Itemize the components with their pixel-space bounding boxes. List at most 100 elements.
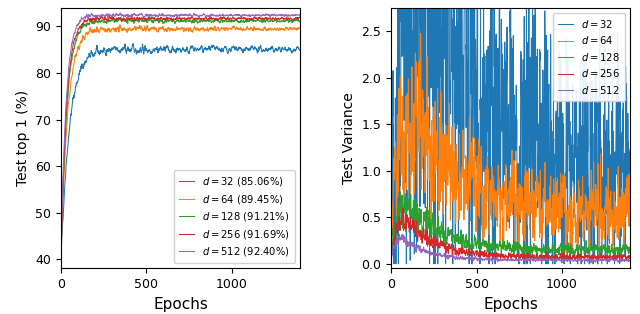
$d = 64$ (89.45%) — [183, 27, 191, 30]
$d = 128$ — [627, 250, 634, 253]
$d = 128$ (91.21%) — [296, 19, 304, 23]
$d = 256$ (91.69%) — [293, 16, 301, 20]
$d = 32$ — [387, 192, 395, 196]
X-axis label: Epochs: Epochs — [483, 297, 538, 312]
$d = 32$ (85.06%) — [293, 46, 301, 50]
$d = 128$ — [513, 247, 521, 251]
$d = 512$ (92.40%) — [168, 13, 175, 17]
Line: $d = 256$ (91.69%): $d = 256$ (91.69%) — [61, 16, 300, 257]
$d = 128$ (91.21%) — [140, 19, 147, 23]
$d = 512$ — [582, 258, 589, 262]
Line: $d = 128$ (91.21%): $d = 128$ (91.21%) — [61, 18, 300, 256]
$d = 64$ (89.45%) — [140, 28, 147, 32]
$d = 32$ — [627, 152, 634, 155]
$d = 512$ (92.40%) — [296, 14, 304, 17]
$d = 256$ (91.69%) — [115, 16, 123, 20]
$d = 128$ (91.21%) — [168, 19, 175, 23]
Legend: $d = 32$ (85.06%), $d = 64$ (89.45%), $d = 128$ (91.21%), $d = 256$ (91.69%), $d: $d = 32$ (85.06%), $d = 64$ (89.45%), $d… — [174, 171, 295, 263]
$d = 256$ (91.69%) — [182, 17, 190, 21]
$d = 64$ — [623, 211, 631, 215]
$d = 64$ — [513, 193, 521, 197]
Line: $d = 512$: $d = 512$ — [391, 234, 630, 263]
$d = 128$ (91.21%) — [115, 17, 123, 21]
$d = 128$ — [387, 248, 395, 252]
$d = 32$ (85.06%) — [57, 255, 65, 259]
$d = 32$ — [445, 133, 453, 136]
Line: $d = 128$: $d = 128$ — [391, 191, 630, 257]
$d = 512$ — [513, 258, 521, 262]
$d = 64$ — [387, 219, 395, 222]
Y-axis label: Test Variance: Test Variance — [342, 92, 356, 184]
$d = 64$ — [445, 101, 453, 105]
Line: $d = 32$ (85.06%): $d = 32$ (85.06%) — [61, 44, 300, 257]
$d = 64$ — [582, 193, 589, 197]
$d = 256$ — [582, 254, 589, 258]
$d = 512$ — [498, 258, 506, 262]
$d = 64$ (89.45%) — [57, 257, 65, 261]
Line: $d = 32$: $d = 32$ — [391, 0, 630, 264]
$d = 64$ — [627, 209, 634, 213]
Y-axis label: Test top 1 (%): Test top 1 (%) — [15, 90, 29, 186]
$d = 256$ (91.69%) — [189, 14, 196, 18]
$d = 512$ — [623, 259, 631, 263]
$d = 32$ (85.06%) — [252, 46, 259, 49]
$d = 512$ (92.40%) — [115, 13, 123, 17]
$d = 512$ (92.40%) — [252, 14, 259, 17]
Line: $d = 64$ (89.45%): $d = 64$ (89.45%) — [61, 25, 300, 259]
$d = 256$ (91.69%) — [252, 16, 259, 20]
$d = 128$ (91.21%) — [252, 19, 259, 23]
$d = 64$ — [470, 186, 477, 189]
$d = 512$ (92.40%) — [57, 253, 65, 257]
$d = 512$ — [588, 261, 595, 264]
$d = 64$ (89.45%) — [115, 30, 123, 34]
Line: $d = 64$: $d = 64$ — [391, 33, 630, 264]
$d = 128$ (91.21%) — [183, 19, 191, 23]
$d = 256$ — [627, 255, 634, 258]
$d = 256$ (91.69%) — [57, 255, 65, 258]
$d = 128$ — [623, 248, 631, 252]
$d = 256$ — [470, 251, 477, 255]
$d = 512$ (92.40%) — [140, 15, 147, 19]
$d = 256$ — [560, 259, 568, 263]
$d = 32$ — [623, 170, 631, 173]
$d = 64$ — [598, 262, 605, 266]
$d = 512$ — [387, 257, 395, 261]
$d = 128$ — [498, 243, 506, 247]
$d = 256$ — [623, 256, 631, 259]
$d = 512$ — [399, 232, 406, 236]
$d = 256$ — [399, 206, 407, 210]
$d = 64$ (89.45%) — [252, 28, 259, 32]
Line: $d = 256$: $d = 256$ — [391, 208, 630, 261]
$d = 64$ (89.45%) — [168, 27, 175, 31]
$d = 128$ — [404, 189, 412, 192]
$d = 256$ (91.69%) — [296, 16, 304, 19]
$d = 256$ (91.69%) — [140, 16, 147, 20]
$d = 32$ (85.06%) — [140, 51, 147, 54]
$d = 256$ — [387, 255, 395, 259]
$d = 512$ — [470, 257, 477, 261]
$d = 512$ (92.40%) — [293, 13, 301, 17]
$d = 32$ — [582, 131, 589, 135]
$d = 512$ (92.40%) — [116, 11, 124, 15]
$d = 64$ (89.45%) — [293, 28, 301, 32]
$d = 32$ (85.06%) — [296, 48, 304, 52]
X-axis label: Epochs: Epochs — [153, 297, 208, 312]
$d = 256$ (91.69%) — [168, 16, 175, 20]
$d = 64$ (89.45%) — [116, 23, 124, 27]
$d = 128$ — [445, 230, 453, 234]
$d = 64$ — [498, 202, 506, 205]
$d = 32$ — [390, 262, 398, 266]
$d = 32$ — [498, 66, 506, 70]
$d = 128$ — [570, 256, 577, 259]
Line: $d = 512$ (92.40%): $d = 512$ (92.40%) — [61, 13, 300, 255]
$d = 256$ — [445, 247, 453, 251]
$d = 32$ — [513, 197, 521, 201]
$d = 64$ — [417, 31, 424, 35]
$d = 32$ (85.06%) — [168, 49, 175, 53]
$d = 32$ — [470, 47, 478, 51]
Legend: $d = 32$, $d = 64$, $d = 128$, $d = 256$, $d = 512$: $d = 32$, $d = 64$, $d = 128$, $d = 256$… — [554, 13, 625, 101]
$d = 32$ (85.06%) — [183, 46, 191, 50]
$d = 512$ (92.40%) — [183, 14, 191, 17]
$d = 128$ — [470, 243, 477, 247]
$d = 256$ — [498, 253, 506, 257]
